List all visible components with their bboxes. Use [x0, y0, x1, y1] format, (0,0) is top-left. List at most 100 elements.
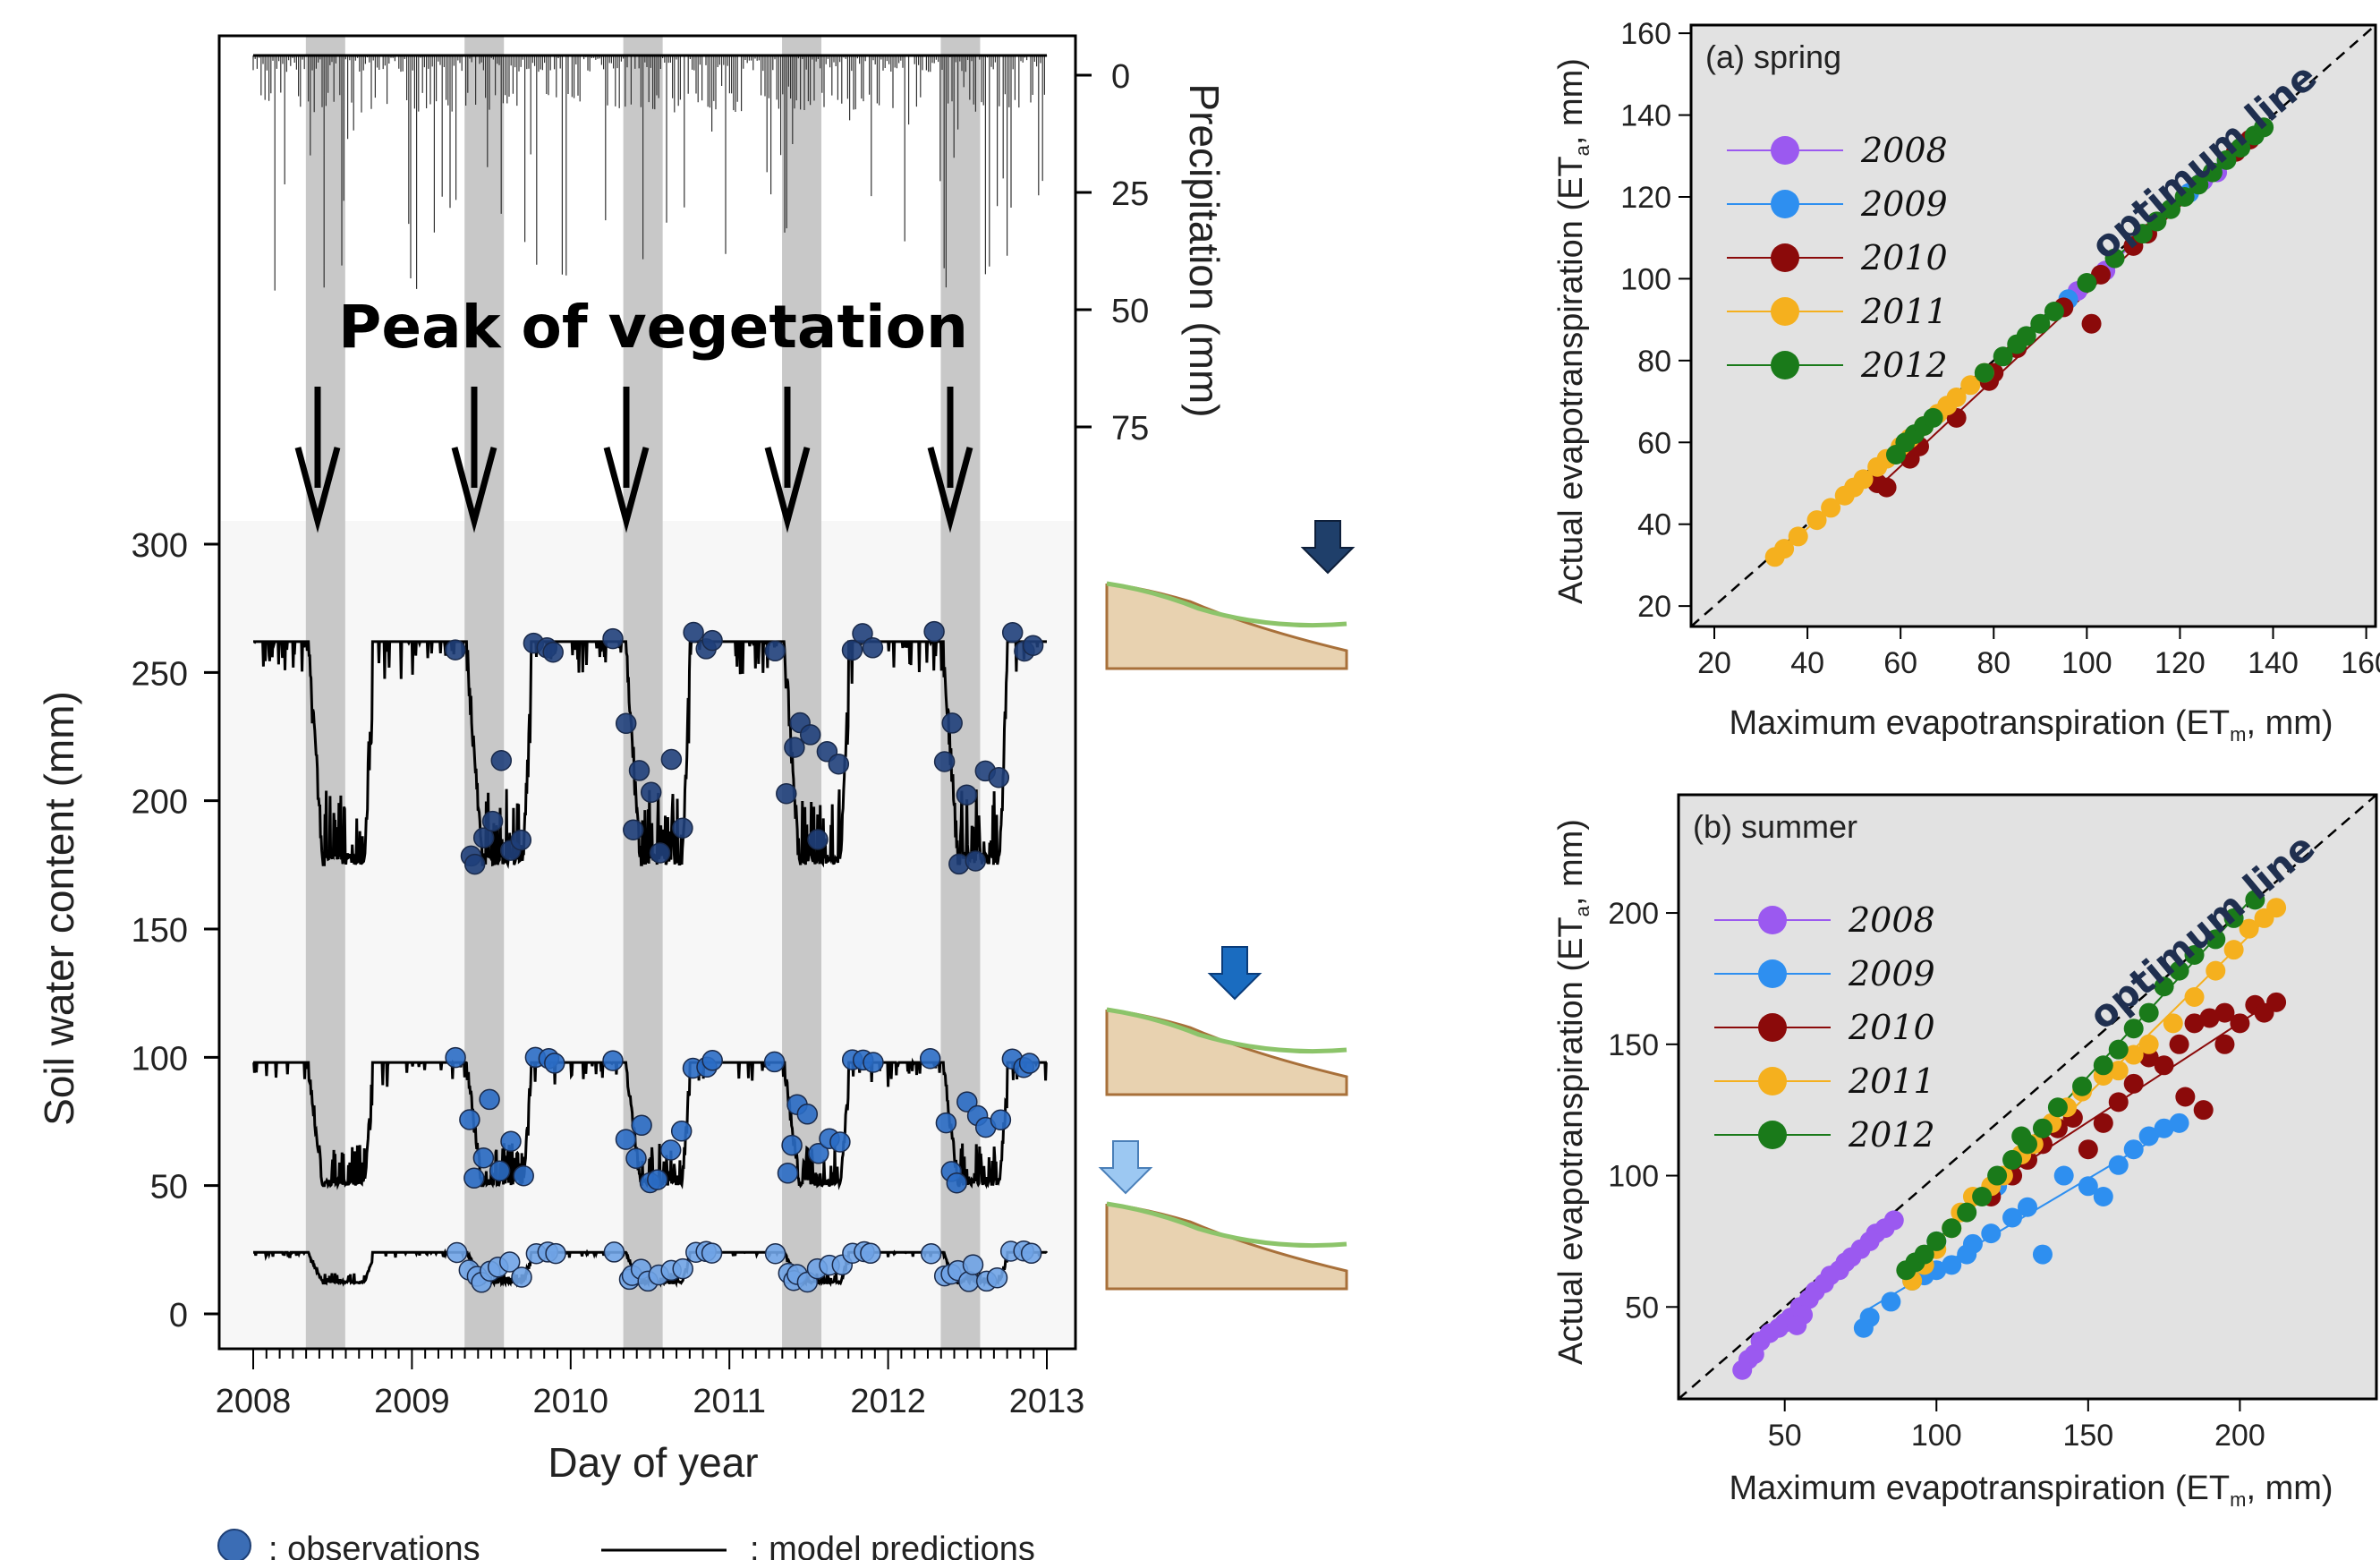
scatter-point-2008 [1787, 1315, 1807, 1335]
observation-point-deep [828, 753, 850, 775]
observation-point-mid [1018, 1053, 1041, 1074]
legend-label: 2012 [1860, 345, 1948, 385]
scatter-point-2012 [2245, 890, 2265, 910]
observation-point-shallow [860, 1242, 881, 1265]
spring-x-axis-label: Maximum evapotranspiration (ETm, mm) [1729, 704, 2333, 746]
y-tick-label-right: 0 [1111, 58, 1130, 96]
scatter-point-2012 [2161, 199, 2181, 219]
y-tick-label-left: 300 [132, 527, 188, 565]
scatter-point-2012 [2138, 1002, 2159, 1023]
down-arrow-head [764, 447, 811, 533]
scatter-point-2012 [2044, 302, 2064, 321]
observation-point-deep [776, 782, 797, 805]
scatter-point-2011 [2223, 940, 2244, 960]
scatter-point-2012 [2184, 945, 2205, 966]
legend-label: 2008 [1848, 900, 1935, 940]
y-tick-label: 200 [1608, 897, 1659, 931]
observation-point-mid [763, 1051, 786, 1073]
x-tick-label: 120 [2155, 646, 2206, 680]
grass-surface [1106, 1201, 1347, 1249]
x-tick-label: 2011 [693, 1383, 766, 1420]
y-tick-label-right: 75 [1111, 410, 1149, 448]
x-tick-label: 100 [2061, 646, 2112, 680]
scatter-point-2010 [2214, 1002, 2235, 1023]
scatter-point-2009 [2169, 1112, 2189, 1133]
legend-label: 2012 [1848, 1115, 1935, 1155]
scatter-point-2011 [2138, 1034, 2159, 1054]
scatter-point-2009 [2032, 1244, 2053, 1265]
observation-point-shallow [545, 1242, 566, 1265]
scatter-point-2010 [2184, 1013, 2205, 1034]
scatter-point-2011 [2184, 986, 2205, 1007]
observation-point-deep [965, 850, 987, 872]
observation-point-deep [672, 817, 693, 839]
scatter-point-2010 [2266, 992, 2287, 1012]
observation-point-mid [863, 1052, 884, 1073]
y-tick-label-left: 100 [132, 1040, 188, 1078]
y-tick-label: 140 [1620, 99, 1671, 133]
observation-point-mid [670, 1121, 693, 1142]
x-tick-label: 50 [1768, 1419, 1802, 1453]
x-tick-label: 60 [1883, 646, 1917, 680]
scatter-point-2011 [2239, 918, 2259, 939]
scatter-point-2011 [1821, 498, 1841, 518]
y-axis-label-left: Soil water content (mm) [36, 691, 82, 1126]
legend-marker [1771, 297, 1799, 326]
scatter-point-2011 [2266, 898, 2287, 918]
model-line-deep [253, 639, 1047, 870]
scatter-point-2012 [2002, 1149, 2023, 1170]
legend-marker [1758, 1067, 1787, 1095]
left-legend: : observations : model predictions [217, 1529, 1035, 1560]
observation-point-mid [946, 1172, 968, 1194]
x-tick-label: 160 [2341, 646, 2380, 680]
x-tick-label: 80 [1976, 646, 2010, 680]
legend-label: 2010 [1848, 1008, 1935, 1047]
spring-y-axis-label: Actual evapotranspiration (ETa, mm) [1552, 58, 1594, 604]
observation-point-mid [615, 1129, 637, 1150]
observation-point-deep [764, 640, 786, 662]
observation-point-mid [796, 1104, 819, 1125]
observation-point-mid [659, 1139, 682, 1161]
scatter-point-2008 [1883, 1210, 1904, 1231]
observation-point-mid [500, 1130, 522, 1152]
x-axis-label: Day of year [548, 1439, 758, 1486]
scatter-point-2012 [1972, 1187, 1993, 1207]
y-tick-label: 150 [1608, 1028, 1659, 1062]
y-tick-label-left: 200 [132, 784, 188, 822]
down-arrow-head [294, 447, 341, 533]
down-arrow-head [927, 447, 973, 533]
observation-point-shallow [701, 1242, 723, 1264]
observation-point-deep [628, 760, 650, 781]
summer-y-axis-label: Actual evapotranspiration (ETa, mm) [1552, 819, 1594, 1365]
scatter-point-2009 [2123, 1139, 2144, 1160]
observation-point-mid [472, 1147, 495, 1169]
scatter-point-2012 [2174, 187, 2195, 207]
legend-marker [1771, 190, 1799, 218]
observation-point-mid [919, 1047, 941, 1070]
plot-frame [217, 34, 1077, 1351]
observation-point-shallow [498, 1251, 521, 1273]
scatter-point-2009 [2138, 1126, 2159, 1147]
scatter-point-2012 [2123, 1019, 2144, 1039]
optimum-diagonal-line [1678, 794, 2377, 1400]
scatter-point-2012 [2104, 248, 2125, 269]
scatter-point-2012 [2093, 1055, 2113, 1076]
panel-title: (a) spring [1705, 38, 1841, 75]
observation-point-shallow [672, 1257, 693, 1280]
grass-surface [1106, 1007, 1347, 1054]
observation-point-mid [479, 1088, 500, 1111]
scatter-point-2012 [1993, 346, 2013, 367]
legend-observation-label: : observations [268, 1530, 480, 1560]
scatter-point-2012 [2231, 138, 2251, 158]
observation-point-deep [701, 629, 723, 652]
y-tick-label: 120 [1620, 181, 1671, 215]
observation-point-mid [935, 1112, 957, 1134]
scatter-point-2010 [2230, 1013, 2250, 1034]
observation-point-mid [781, 1134, 803, 1156]
scatter-point-2012 [2202, 162, 2223, 183]
scatter-point-2011 [2108, 1061, 2129, 1081]
y-tick-label-right: 25 [1111, 175, 1149, 213]
observation-point-deep [799, 724, 821, 746]
observation-point-deep [923, 620, 945, 643]
